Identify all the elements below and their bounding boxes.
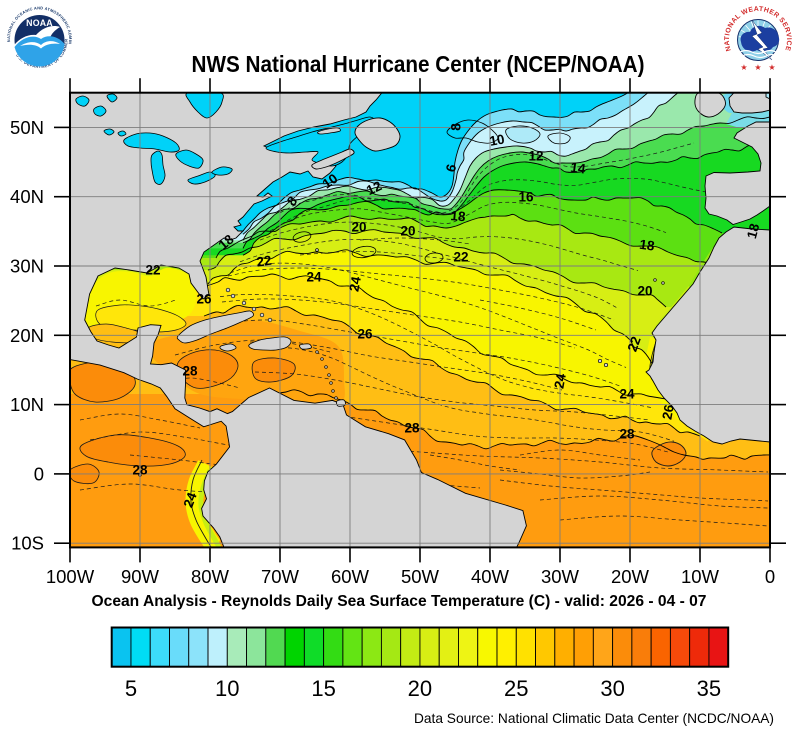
svg-text:28: 28 xyxy=(404,421,420,436)
svg-text:18: 18 xyxy=(450,208,467,224)
svg-text:★: ★ xyxy=(768,63,775,72)
svg-text:28: 28 xyxy=(619,427,635,442)
svg-text:22: 22 xyxy=(625,334,644,353)
svg-text:22: 22 xyxy=(256,253,273,270)
svg-text:26: 26 xyxy=(357,327,373,342)
svg-text:28: 28 xyxy=(182,364,198,379)
svg-text:40W: 40W xyxy=(471,566,510,587)
svg-text:15: 15 xyxy=(311,676,335,701)
svg-text:6: 6 xyxy=(443,162,460,174)
svg-text:24: 24 xyxy=(347,275,364,293)
svg-text:★: ★ xyxy=(754,63,761,72)
svg-text:NOAA: NOAA xyxy=(26,18,53,28)
svg-text:5: 5 xyxy=(125,676,137,701)
svg-text:40N: 40N xyxy=(10,186,44,207)
svg-text:NWS National Hurricane Center: NWS National Hurricane Center (NCEP/NOAA… xyxy=(192,51,645,77)
svg-text:22: 22 xyxy=(453,250,468,265)
svg-text:30: 30 xyxy=(600,676,624,701)
svg-text:70W: 70W xyxy=(261,566,300,587)
svg-text:100W: 100W xyxy=(46,566,95,587)
svg-text:50W: 50W xyxy=(401,566,440,587)
svg-text:20: 20 xyxy=(408,676,432,701)
svg-text:18: 18 xyxy=(638,237,655,254)
svg-text:28: 28 xyxy=(132,463,148,478)
svg-text:25: 25 xyxy=(504,676,528,701)
svg-text:16: 16 xyxy=(518,190,534,205)
svg-text:18: 18 xyxy=(744,221,763,240)
svg-text:★: ★ xyxy=(740,63,747,72)
svg-text:24: 24 xyxy=(552,372,569,390)
svg-text:20: 20 xyxy=(400,224,415,239)
svg-text:24: 24 xyxy=(181,490,200,510)
svg-text:12: 12 xyxy=(528,149,543,164)
svg-text:20W: 20W xyxy=(611,566,650,587)
svg-text:20: 20 xyxy=(351,220,366,235)
svg-text:35: 35 xyxy=(697,676,721,701)
svg-text:20N: 20N xyxy=(10,325,44,346)
svg-text:10: 10 xyxy=(320,171,341,192)
svg-text:Ocean Analysis - Reynolds Dail: Ocean Analysis - Reynolds Daily Sea Surf… xyxy=(92,593,707,610)
svg-text:0: 0 xyxy=(34,463,44,484)
svg-text:0: 0 xyxy=(765,566,775,587)
svg-text:12: 12 xyxy=(364,178,384,198)
svg-text:10: 10 xyxy=(215,676,239,701)
svg-text:24: 24 xyxy=(619,387,635,402)
svg-text:30N: 30N xyxy=(10,256,44,277)
svg-text:80W: 80W xyxy=(191,566,230,587)
svg-text:8: 8 xyxy=(449,123,464,131)
svg-text:10: 10 xyxy=(488,132,505,149)
svg-text:26: 26 xyxy=(660,403,677,421)
svg-text:10S: 10S xyxy=(11,533,44,554)
svg-text:22: 22 xyxy=(145,263,160,278)
svg-text:Data Source: National Climatic: Data Source: National Climatic Data Cent… xyxy=(414,710,774,726)
svg-text:24: 24 xyxy=(306,270,322,285)
svg-text:90W: 90W xyxy=(121,566,160,587)
svg-text:50N: 50N xyxy=(10,117,44,138)
svg-text:14: 14 xyxy=(569,160,586,177)
svg-text:30W: 30W xyxy=(541,566,580,587)
svg-text:10N: 10N xyxy=(10,394,44,415)
svg-text:20: 20 xyxy=(637,284,652,299)
svg-text:60W: 60W xyxy=(331,566,370,587)
svg-text:10W: 10W xyxy=(681,566,720,587)
svg-text:26: 26 xyxy=(196,292,212,307)
